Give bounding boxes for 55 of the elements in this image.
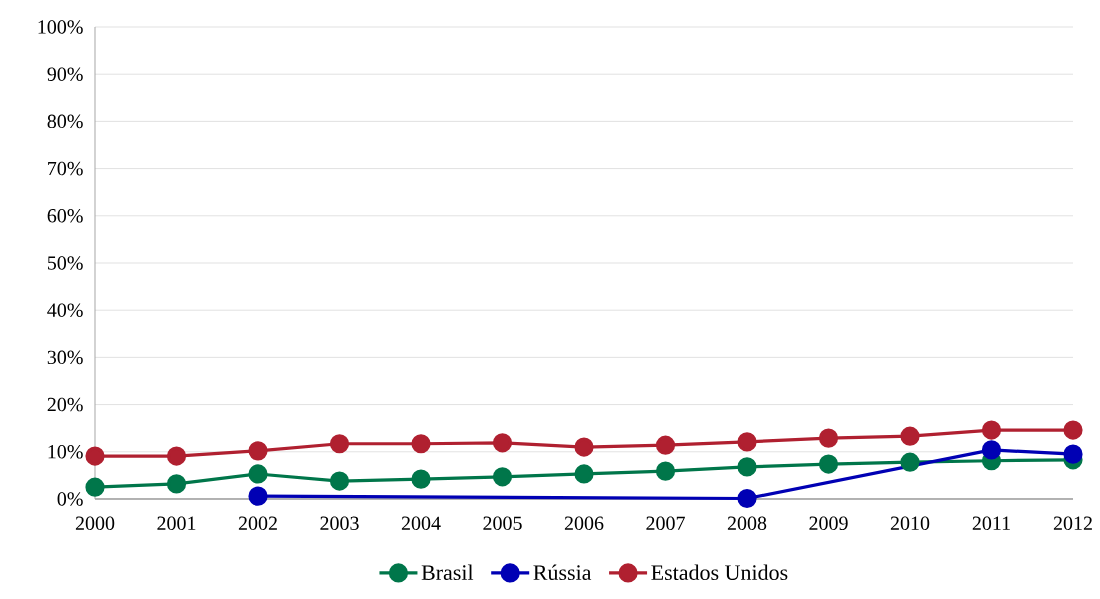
x-tick-label: 2005 (483, 516, 522, 531)
x-tick-label: 2009 (809, 516, 848, 531)
y-tick-label: 100% (38, 20, 83, 34)
y-tick-label: 10% (48, 445, 83, 459)
y-tick-label: 0% (57, 492, 83, 506)
legend-label: Rússia (533, 564, 592, 581)
x-tick-label: 2008 (727, 516, 767, 531)
point (411, 469, 431, 489)
point (1063, 444, 1083, 464)
legend-label: Brasil (421, 564, 474, 581)
point (737, 432, 757, 452)
point (85, 477, 105, 497)
point (1063, 420, 1083, 440)
y-tick-label: 90% (47, 67, 83, 81)
x-tick-label: 2006 (564, 516, 604, 531)
point (818, 454, 839, 474)
y-tick-label: 30% (47, 350, 83, 365)
point (900, 452, 920, 472)
point (85, 446, 105, 466)
point (574, 437, 594, 457)
legend-label: Estados Unidos (651, 564, 788, 581)
point (574, 464, 594, 484)
point (655, 461, 676, 481)
point (981, 440, 1002, 460)
point (411, 434, 431, 454)
x-tick-label: 2007 (646, 516, 685, 531)
y-tick-label: 40% (47, 303, 83, 317)
point (737, 488, 757, 509)
point (166, 474, 187, 494)
point (248, 441, 268, 461)
y-tick-label: 70% (48, 161, 83, 176)
x-tick-label: 2000 (75, 516, 115, 531)
x-tick-label: 2010 (890, 516, 930, 531)
point (981, 420, 1002, 440)
point (166, 446, 187, 466)
x-tick-label: 2001 (157, 516, 196, 531)
y-tick-label: 80% (47, 114, 83, 129)
x-tick-label: 2012 (1053, 516, 1092, 531)
point (492, 467, 513, 487)
x-tick-label: 2002 (238, 516, 277, 531)
point (492, 433, 513, 453)
x-tick-label: 2003 (320, 516, 359, 531)
y-tick-label: 50% (47, 256, 83, 270)
point (737, 457, 757, 477)
point (329, 434, 350, 454)
point (248, 486, 268, 506)
y-tick-label: 60% (47, 209, 83, 223)
y-tick-label: 20% (47, 397, 83, 412)
point (818, 428, 839, 448)
x-tick-label: 2004 (401, 516, 441, 531)
point (248, 464, 268, 484)
point (900, 426, 920, 446)
x-tick-label: 2011 (972, 516, 1010, 531)
point (655, 435, 676, 455)
point (329, 471, 350, 491)
